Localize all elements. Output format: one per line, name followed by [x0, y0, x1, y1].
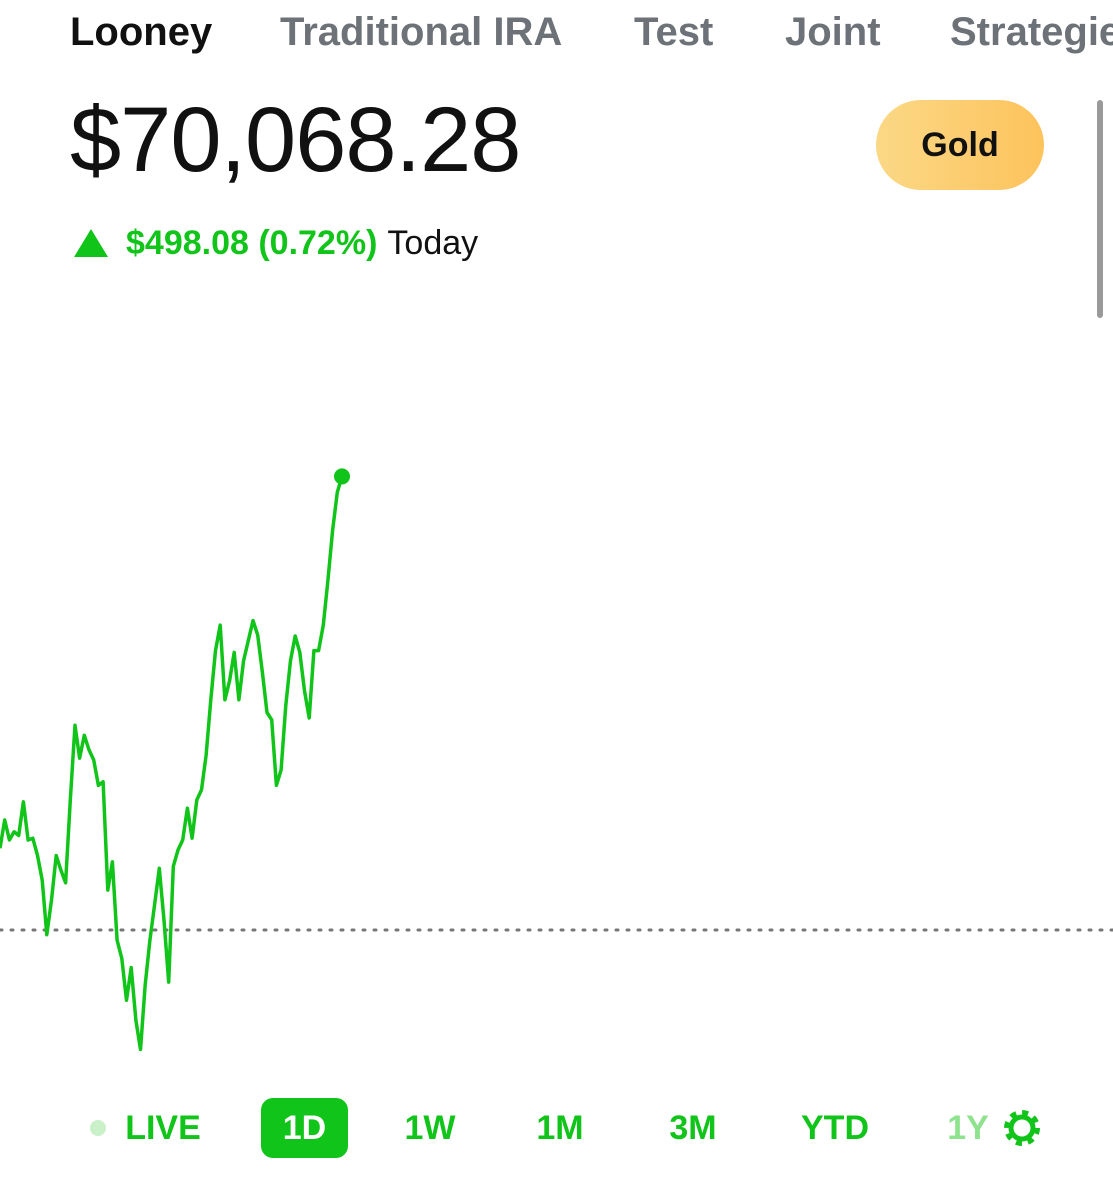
- live-dot: [90, 1120, 106, 1136]
- range-selector: LIVE 1D 1W 1M 3M YTD 1Y: [0, 1098, 1113, 1158]
- range-button[interactable]: 1W: [404, 1109, 456, 1147]
- settings-icon[interactable]: [1002, 1108, 1042, 1148]
- current-point: [334, 468, 350, 485]
- range-button[interactable]: 3M: [669, 1109, 717, 1147]
- range-button[interactable]: YTD: [801, 1109, 869, 1147]
- change-period: Today: [387, 223, 479, 262]
- chart: [0, 468, 1113, 1052]
- portfolio-balance: $70,068.28: [70, 89, 521, 191]
- account-tab[interactable]: Strategies: [950, 10, 1113, 54]
- scrollbar: [1097, 100, 1103, 318]
- change-amount: $498.08 (0.72%): [126, 223, 378, 262]
- range-button[interactable]: 1D: [261, 1098, 348, 1158]
- up-arrow: [74, 229, 108, 257]
- price-line: [0, 475, 344, 1052]
- account-tab[interactable]: Joint: [785, 10, 881, 54]
- account-tab[interactable]: Looney: [70, 10, 213, 54]
- account-tab[interactable]: Traditional IRA: [280, 10, 563, 54]
- range-button[interactable]: LIVE: [125, 1109, 201, 1147]
- account-tab[interactable]: Test: [634, 10, 714, 54]
- daily-change: $498.08 (0.72%) Today: [74, 222, 478, 264]
- gold-button[interactable]: Gold: [876, 100, 1044, 190]
- range-button[interactable]: 1M: [536, 1109, 584, 1147]
- range-button[interactable]: 1Y: [947, 1109, 989, 1147]
